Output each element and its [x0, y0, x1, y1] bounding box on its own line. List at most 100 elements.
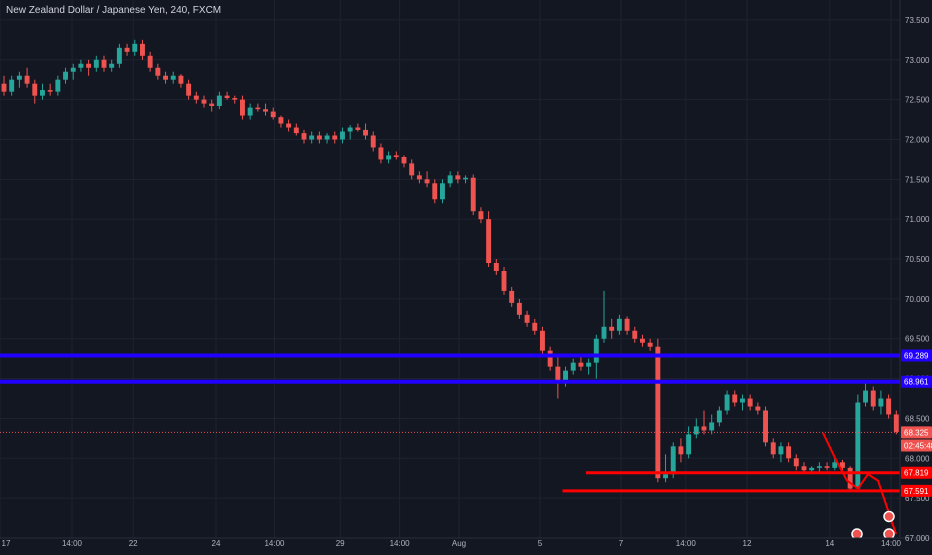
time-tick-label: 22	[129, 539, 138, 548]
candle-body	[178, 75, 184, 84]
candle-body	[70, 67, 76, 72]
candle-body	[55, 79, 61, 92]
candle-body	[116, 47, 122, 64]
candle-body	[570, 362, 576, 371]
candle-body	[432, 183, 438, 200]
candle-body	[724, 394, 730, 411]
candle-body	[616, 318, 622, 331]
candle-body	[870, 390, 876, 407]
candle-body	[632, 330, 638, 339]
candle-body	[670, 446, 676, 475]
candle-body	[809, 467, 815, 471]
candle-body	[132, 43, 138, 52]
time-tick-label: 5	[538, 539, 543, 548]
candle-body	[493, 263, 499, 271]
candle-body	[301, 133, 307, 140]
candle-body	[578, 362, 584, 367]
time-tick-label: 14:00	[264, 539, 285, 548]
candle-body	[355, 127, 361, 130]
candle-body	[124, 47, 130, 52]
time-tick-label: 12	[743, 539, 752, 548]
candle-body	[847, 467, 853, 489]
price-label-box	[901, 439, 932, 452]
candle-body	[40, 90, 45, 96]
price-label-box	[901, 484, 932, 497]
candle-body	[370, 135, 376, 148]
price-label-box	[901, 466, 932, 479]
candle-body	[516, 302, 522, 315]
candle-body	[278, 117, 284, 124]
price-tick-label: 72.000	[905, 135, 930, 144]
candle-body	[416, 175, 422, 180]
candle-body	[147, 55, 153, 68]
time-axis-background	[0, 538, 932, 550]
price-label-box	[901, 426, 932, 439]
time-tick-label: 24	[212, 539, 221, 548]
candle-body	[763, 410, 768, 443]
candle-body	[240, 99, 245, 116]
candle-body	[770, 442, 776, 455]
candle-body	[793, 458, 799, 467]
candle-body	[709, 422, 715, 431]
candle-body	[9, 79, 15, 92]
candle-body	[540, 330, 545, 351]
candle-body	[440, 183, 445, 200]
candle-body	[886, 398, 892, 415]
time-tick-label: 29	[336, 539, 345, 548]
candle-body	[786, 446, 792, 459]
price-tick-label: 69.500	[905, 335, 930, 344]
event-marker-icon[interactable]	[883, 510, 895, 523]
price-tick-label: 72.500	[905, 96, 930, 105]
candle-body	[755, 406, 761, 411]
candle-body	[409, 163, 415, 176]
candle-body	[101, 59, 107, 68]
candle-body	[316, 135, 322, 140]
price-tick-label: 73.000	[905, 56, 930, 65]
price-label-text: 68.325	[904, 428, 929, 437]
candle-body	[232, 98, 238, 100]
candle-body	[255, 107, 261, 110]
candle-body	[247, 107, 253, 116]
candle-body	[193, 95, 199, 100]
candle-body	[832, 462, 838, 468]
time-tick-label: 14:00	[62, 539, 83, 548]
candle-body	[593, 338, 599, 363]
candle-body	[163, 75, 168, 80]
price-label-text: 67.591	[904, 487, 929, 496]
price-tick-label: 67.500	[905, 494, 930, 503]
price-axis-background	[900, 0, 932, 550]
candle-body	[624, 318, 630, 331]
price-label-text: 67.819	[904, 469, 929, 478]
candle-body	[363, 129, 368, 136]
candle-body	[286, 123, 292, 128]
candle-body	[424, 179, 430, 184]
candle-body	[324, 135, 330, 140]
candle-body	[647, 342, 653, 347]
price-tick-label: 71.000	[905, 215, 930, 224]
candle-body	[609, 326, 615, 331]
time-tick-label: 14	[825, 539, 834, 548]
forecast-path[interactable]	[822, 432, 897, 535]
candle-body	[201, 99, 207, 104]
candle-body	[32, 83, 38, 96]
candle-body	[270, 111, 276, 118]
candle-body	[601, 326, 607, 339]
candle-body	[47, 90, 53, 92]
time-tick-label: 14:00	[881, 539, 902, 548]
candle-body	[455, 175, 461, 180]
candle-body	[293, 127, 299, 134]
candle-body	[140, 43, 145, 56]
candle-body	[470, 177, 476, 212]
candle-body	[740, 398, 745, 403]
chart-title: New Zealand Dollar / Japanese Yen, 240, …	[6, 5, 222, 16]
candle-body	[378, 147, 384, 160]
candle-body	[93, 59, 99, 68]
candle-body	[547, 350, 553, 367]
candle-body	[686, 434, 692, 455]
candle-body	[863, 390, 868, 403]
candle-body	[778, 446, 784, 455]
time-tick-label: Aug	[452, 539, 466, 548]
candle-body	[855, 402, 861, 489]
